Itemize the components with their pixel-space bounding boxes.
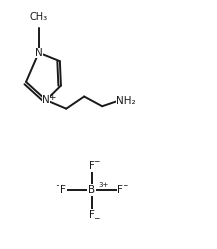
Text: F: F [117, 185, 123, 195]
Text: F: F [89, 161, 95, 171]
Text: −: − [56, 181, 62, 190]
Text: N: N [42, 95, 50, 105]
Text: −: − [93, 214, 99, 223]
Text: N: N [35, 48, 43, 58]
Text: −: − [122, 181, 128, 190]
Text: B: B [88, 185, 95, 195]
Text: F: F [89, 210, 95, 220]
Text: CH₃: CH₃ [30, 12, 48, 22]
Text: F: F [60, 185, 66, 195]
Text: +: + [48, 93, 56, 102]
Text: −: − [93, 157, 99, 166]
Text: NH₂: NH₂ [116, 96, 136, 106]
Text: 3+: 3+ [98, 182, 108, 188]
